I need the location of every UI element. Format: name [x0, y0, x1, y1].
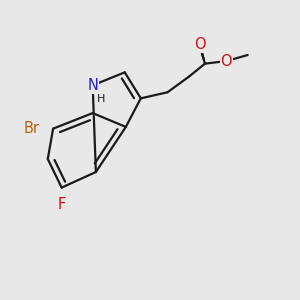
Text: O: O [220, 54, 232, 69]
Text: Br: Br [23, 121, 39, 136]
Text: H: H [97, 94, 105, 104]
Text: O: O [194, 37, 206, 52]
Text: N: N [87, 78, 98, 93]
Text: F: F [58, 197, 66, 212]
